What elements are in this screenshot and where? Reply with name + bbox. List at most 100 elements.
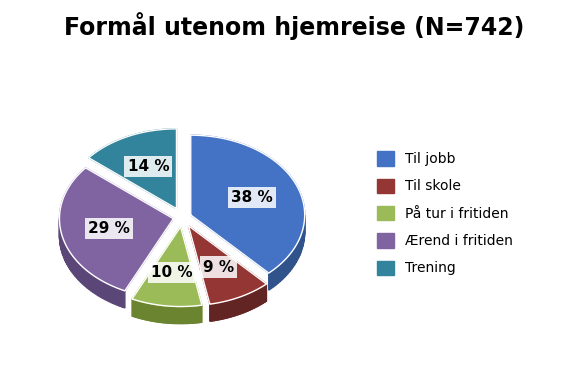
Polygon shape	[89, 129, 176, 209]
Polygon shape	[257, 289, 258, 307]
Polygon shape	[194, 306, 195, 323]
Polygon shape	[189, 306, 191, 323]
Polygon shape	[198, 305, 199, 323]
Polygon shape	[166, 306, 167, 323]
Polygon shape	[225, 301, 226, 319]
Polygon shape	[250, 293, 251, 310]
Polygon shape	[263, 286, 264, 303]
Polygon shape	[132, 227, 202, 307]
Polygon shape	[66, 246, 67, 265]
Polygon shape	[223, 301, 224, 319]
Polygon shape	[120, 289, 122, 307]
Polygon shape	[65, 244, 66, 263]
Polygon shape	[135, 300, 136, 317]
Polygon shape	[255, 290, 256, 308]
Polygon shape	[269, 271, 271, 290]
Polygon shape	[191, 135, 305, 273]
Polygon shape	[113, 286, 116, 305]
Polygon shape	[299, 236, 300, 256]
Polygon shape	[290, 252, 292, 271]
Legend: Til jobb, Til skole, På tur i fritiden, Ærend i fritiden, Trening: Til jobb, Til skole, På tur i fritiden, …	[372, 146, 518, 281]
Polygon shape	[111, 286, 113, 303]
Polygon shape	[214, 303, 215, 320]
Polygon shape	[239, 297, 240, 314]
Polygon shape	[172, 306, 173, 324]
Polygon shape	[99, 279, 101, 297]
Polygon shape	[173, 307, 174, 324]
Polygon shape	[93, 275, 95, 293]
Polygon shape	[244, 295, 245, 312]
Polygon shape	[175, 307, 176, 324]
Polygon shape	[286, 256, 288, 275]
Polygon shape	[185, 307, 186, 324]
Polygon shape	[249, 293, 250, 310]
Polygon shape	[161, 305, 162, 322]
Polygon shape	[156, 305, 157, 322]
Polygon shape	[151, 304, 152, 321]
Polygon shape	[253, 291, 254, 308]
Polygon shape	[293, 248, 295, 267]
Text: Formål utenom hjemreise (N=742): Formål utenom hjemreise (N=742)	[64, 12, 524, 40]
Polygon shape	[211, 304, 212, 321]
Polygon shape	[282, 260, 285, 279]
Polygon shape	[139, 301, 141, 319]
Polygon shape	[144, 302, 145, 320]
Polygon shape	[72, 256, 74, 275]
Polygon shape	[70, 253, 71, 271]
Polygon shape	[254, 291, 255, 308]
Polygon shape	[143, 302, 144, 319]
Polygon shape	[192, 306, 193, 323]
Text: 10 %: 10 %	[152, 265, 193, 280]
Polygon shape	[276, 266, 278, 285]
Polygon shape	[235, 298, 236, 315]
Polygon shape	[301, 232, 302, 251]
Polygon shape	[109, 284, 111, 303]
Polygon shape	[163, 306, 164, 323]
Polygon shape	[233, 299, 234, 316]
Polygon shape	[242, 296, 243, 313]
Polygon shape	[179, 307, 181, 324]
Polygon shape	[195, 306, 196, 323]
Polygon shape	[296, 243, 298, 263]
Polygon shape	[298, 241, 299, 260]
Polygon shape	[116, 288, 118, 305]
Polygon shape	[300, 234, 301, 253]
Text: 38 %: 38 %	[231, 191, 273, 205]
Polygon shape	[218, 303, 219, 320]
Polygon shape	[259, 288, 260, 305]
Polygon shape	[178, 307, 179, 324]
Polygon shape	[226, 301, 227, 318]
Polygon shape	[302, 229, 303, 249]
Polygon shape	[256, 289, 257, 307]
Polygon shape	[243, 295, 244, 313]
Polygon shape	[232, 299, 233, 317]
Polygon shape	[69, 251, 70, 270]
Polygon shape	[138, 301, 139, 318]
Polygon shape	[105, 282, 107, 300]
Polygon shape	[63, 239, 64, 258]
Polygon shape	[240, 296, 241, 314]
Polygon shape	[261, 287, 262, 305]
Polygon shape	[133, 300, 135, 317]
Polygon shape	[260, 288, 261, 305]
Polygon shape	[148, 303, 149, 320]
Polygon shape	[241, 296, 242, 314]
Polygon shape	[62, 237, 63, 256]
Polygon shape	[142, 302, 143, 319]
Polygon shape	[292, 250, 293, 269]
Polygon shape	[189, 226, 266, 304]
Polygon shape	[216, 303, 217, 320]
Polygon shape	[174, 307, 175, 324]
Polygon shape	[81, 265, 82, 284]
Polygon shape	[157, 305, 158, 322]
Polygon shape	[227, 301, 228, 318]
Polygon shape	[155, 305, 156, 322]
Polygon shape	[191, 306, 192, 323]
Polygon shape	[273, 268, 276, 287]
Polygon shape	[89, 272, 91, 291]
Polygon shape	[264, 285, 265, 303]
Polygon shape	[122, 290, 125, 308]
Polygon shape	[252, 291, 253, 309]
Polygon shape	[183, 307, 184, 324]
Polygon shape	[146, 303, 147, 320]
